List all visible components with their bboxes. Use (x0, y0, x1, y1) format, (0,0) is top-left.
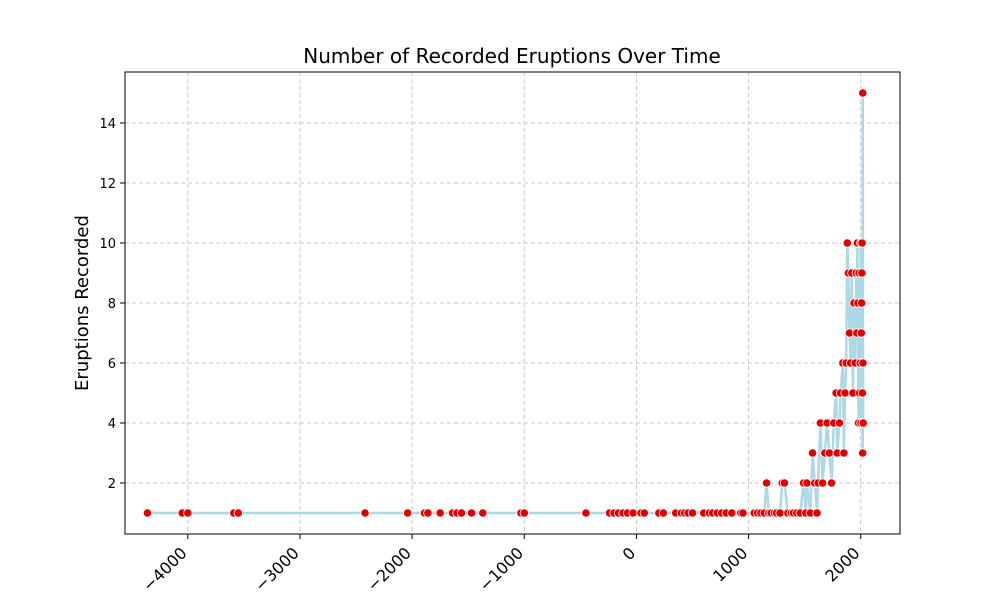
data-point (435, 508, 445, 518)
data-point (628, 508, 638, 518)
data-point (456, 508, 467, 518)
data-point (858, 448, 868, 458)
y-tick-label: 2 (108, 477, 116, 492)
x-tick-label: −3000 (251, 543, 303, 595)
y-axis-ticks: 2 4 6 8 10 12 14 (99, 117, 125, 492)
x-tick-label: −1000 (475, 543, 527, 595)
data-point (807, 448, 818, 458)
y-tick-label: 10 (99, 237, 116, 252)
y-tick-label: 14 (99, 117, 116, 132)
data-point (826, 478, 837, 488)
data-point (687, 508, 698, 518)
x-tick-label: 2000 (821, 543, 863, 585)
data-point (858, 358, 868, 368)
data-point (466, 508, 477, 518)
data-point (403, 508, 413, 518)
x-tick-label: −4000 (139, 543, 191, 595)
chart-title: Number of Recorded Eruptions Over Time (303, 44, 721, 68)
data-point (858, 418, 868, 428)
data-point (658, 508, 668, 518)
data-point (857, 268, 867, 278)
x-tick-label: 1000 (709, 543, 751, 585)
data-point (818, 478, 828, 488)
y-tick-label: 8 (108, 297, 116, 312)
data-point (812, 508, 822, 518)
data-point (775, 508, 785, 518)
data-point (857, 238, 867, 248)
data-point (581, 508, 591, 518)
data-point (839, 448, 849, 458)
data-point (779, 478, 790, 488)
data-point (233, 508, 243, 518)
data-point (142, 508, 153, 518)
data-point (840, 388, 850, 398)
data-point (478, 508, 488, 518)
data-point (360, 508, 370, 518)
data-point (423, 508, 433, 518)
data-point (183, 508, 193, 518)
grid-lines (125, 72, 900, 534)
x-tick-label: −2000 (363, 543, 415, 595)
data-point (857, 298, 867, 308)
data-point (842, 238, 852, 248)
data-point (639, 508, 649, 518)
y-tick-label: 12 (99, 177, 116, 192)
data-point (858, 88, 868, 98)
data-point (856, 328, 866, 338)
data-point (834, 418, 845, 428)
data-point (727, 508, 737, 518)
x-axis-ticks: −4000 −3000 −2000 −1000 0 1000 2000 (139, 534, 864, 595)
x-tick-label: 0 (619, 543, 640, 564)
y-axis-label: Eruptions Recorded (72, 215, 93, 391)
data-point (738, 508, 748, 518)
data-point (519, 508, 529, 518)
data-point (802, 478, 812, 488)
data-point (761, 478, 772, 488)
y-tick-label: 6 (108, 357, 116, 372)
data-markers (142, 88, 868, 518)
data-point (824, 448, 834, 458)
data-point (857, 388, 868, 398)
y-tick-label: 4 (108, 417, 116, 432)
